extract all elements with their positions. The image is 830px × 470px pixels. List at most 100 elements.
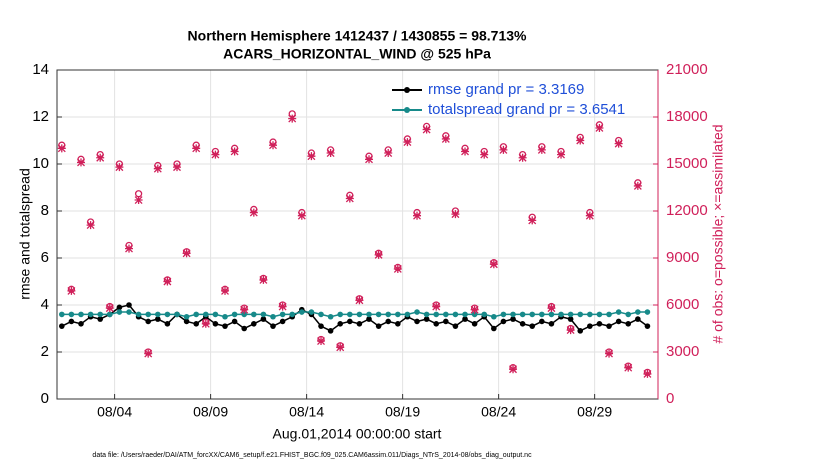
y2-tick-label: 6000: [666, 296, 699, 313]
point: [539, 318, 545, 325]
point: [596, 321, 603, 327]
point: [145, 318, 152, 325]
point: [318, 311, 324, 318]
legend-marker: [404, 107, 410, 113]
point: [500, 318, 507, 325]
point: [481, 311, 488, 318]
point: [78, 311, 84, 318]
point: [635, 309, 641, 315]
point: [347, 311, 353, 318]
point: [366, 311, 372, 318]
obs-assimilated: [173, 163, 182, 172]
point: [222, 323, 228, 329]
point: [356, 321, 363, 327]
point: [606, 323, 612, 329]
y-tick-label: 4: [41, 296, 49, 313]
point: [327, 328, 334, 334]
y-tick-label: 8: [41, 202, 49, 219]
point: [385, 318, 392, 325]
obs-assimilated: [297, 211, 306, 220]
point: [164, 311, 171, 318]
obs-assimilated: [633, 181, 642, 190]
point: [375, 323, 382, 329]
obs-assimilated: [537, 145, 546, 154]
point: [625, 311, 632, 318]
obs-assimilated: [326, 149, 335, 158]
chart-title: Northern Hemisphere 1412437 / 1430855 = …: [188, 28, 527, 44]
point: [203, 311, 209, 318]
point: [385, 311, 392, 318]
y-tick-label: 10: [32, 155, 49, 172]
obs-assimilated: [57, 144, 66, 153]
point: [539, 311, 545, 318]
obs-assimilated: [480, 150, 489, 159]
y-tick-label: 6: [41, 249, 49, 266]
obs-possible: [134, 190, 143, 198]
point: [270, 313, 276, 320]
point: [577, 311, 584, 318]
obs-assimilated: [403, 138, 412, 147]
obs-assimilated: [105, 304, 114, 313]
point: [414, 318, 420, 325]
obs-assimilated: [576, 136, 585, 145]
obs-assimilated: [269, 141, 278, 150]
point: [615, 318, 622, 325]
point: [644, 323, 651, 329]
point: [375, 311, 382, 318]
y-tick-label: 12: [32, 108, 49, 125]
point: [212, 321, 219, 327]
point: [423, 311, 430, 318]
y2-tick-label: 12000: [666, 202, 708, 219]
obs-assimilated: [86, 221, 95, 230]
obs-assimilated: [566, 326, 575, 335]
obs-assimilated: [278, 302, 287, 311]
point: [241, 311, 248, 318]
y2-tick-label: 9000: [666, 249, 699, 266]
obs-assimilated: [595, 123, 604, 132]
obs-assimilated: [317, 337, 326, 346]
point: [183, 313, 190, 320]
obs-assimilated: [518, 153, 527, 162]
point: [260, 311, 267, 318]
point: [87, 311, 94, 318]
point: [587, 323, 593, 329]
point: [500, 311, 507, 318]
obs-assimilated: [585, 211, 594, 220]
y-tick-label: 2: [41, 343, 49, 360]
point: [126, 302, 132, 308]
point: [289, 311, 296, 318]
point: [491, 325, 497, 332]
y2-tick-label: 0: [666, 390, 674, 407]
obs-assimilated: [547, 304, 556, 313]
point: [366, 316, 372, 322]
point: [519, 321, 526, 327]
obs-assimilated: [153, 164, 162, 173]
point: [548, 311, 555, 318]
point: [241, 325, 248, 332]
obs-assimilated: [355, 296, 364, 305]
y2-tick-label: 21000: [666, 61, 708, 78]
point: [174, 311, 180, 318]
point: [433, 321, 440, 327]
point: [222, 313, 228, 320]
point: [59, 311, 65, 318]
point: [462, 316, 468, 322]
point: [443, 318, 449, 325]
obs-assimilated: [96, 153, 105, 162]
obs-assimilated: [249, 208, 258, 217]
point: [327, 313, 334, 320]
point: [299, 309, 305, 315]
point: [347, 318, 353, 325]
obs-assimilated: [182, 249, 191, 258]
x-tick-label: 08/09: [193, 404, 228, 420]
obs-assimilated: [643, 369, 652, 378]
point: [59, 323, 65, 329]
point: [635, 316, 641, 322]
point: [548, 321, 555, 327]
y-tick-label: 14: [32, 61, 49, 78]
obs-assimilated: [201, 319, 210, 328]
point: [423, 316, 430, 322]
obs-assimilated: [67, 286, 76, 295]
point: [452, 311, 459, 318]
